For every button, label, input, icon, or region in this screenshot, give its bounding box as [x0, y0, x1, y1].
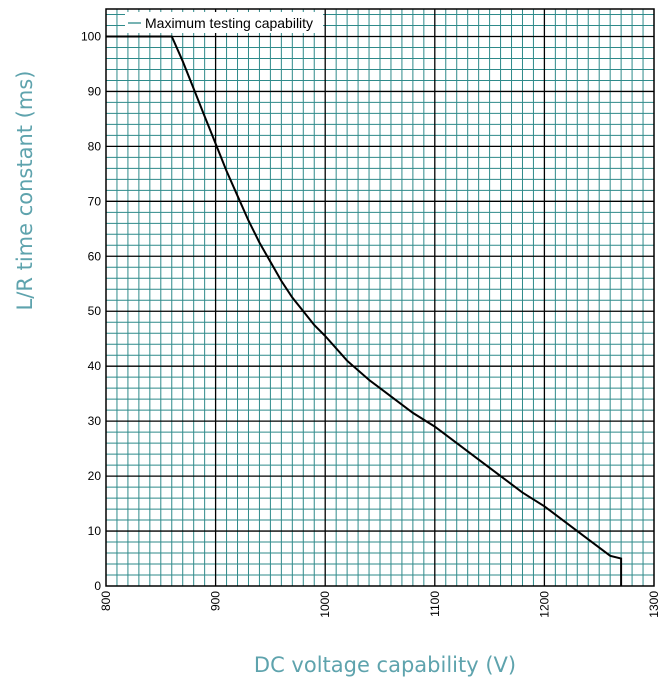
- y-tick-label: 50: [88, 304, 102, 318]
- minor-grid: [106, 9, 654, 586]
- x-tick-label: 900: [209, 591, 223, 611]
- y-axis-title: L/R time constant (ms): [13, 71, 37, 311]
- major-grid: [106, 9, 654, 586]
- x-tick-labels: 800 900 1000 1100 1200 1300: [99, 591, 660, 618]
- y-tick-label: 0: [94, 579, 101, 593]
- y-tick-label: 30: [88, 414, 102, 428]
- x-tick-label: 1200: [537, 591, 551, 618]
- legend-label: Maximum testing capability: [145, 15, 313, 31]
- x-tick-label: 1000: [318, 591, 332, 618]
- x-tick-label: 1100: [428, 591, 442, 617]
- x-tick-label: 1300: [647, 591, 660, 618]
- y-tick-labels: 0 10 20 30 40 50 60 70 80 90 100: [81, 29, 101, 593]
- y-tick-label: 10: [88, 524, 102, 538]
- y-tick-label: 70: [88, 194, 102, 208]
- legend: Maximum testing capability: [125, 12, 324, 33]
- y-tick-label: 60: [88, 249, 102, 263]
- series-line-maximum-testing-capability: [106, 35, 623, 586]
- plot-border: [105, 8, 655, 587]
- legend-background: [125, 12, 324, 33]
- x-tick-label: 800: [99, 591, 113, 611]
- y-tick-label: 100: [81, 29, 101, 43]
- x-axis-title: DC voltage capability (V): [254, 653, 516, 677]
- y-tick-label: 20: [88, 469, 102, 483]
- y-tick-label: 90: [88, 84, 102, 98]
- y-tick-label: 40: [88, 359, 102, 373]
- y-tick-label: 80: [88, 139, 102, 153]
